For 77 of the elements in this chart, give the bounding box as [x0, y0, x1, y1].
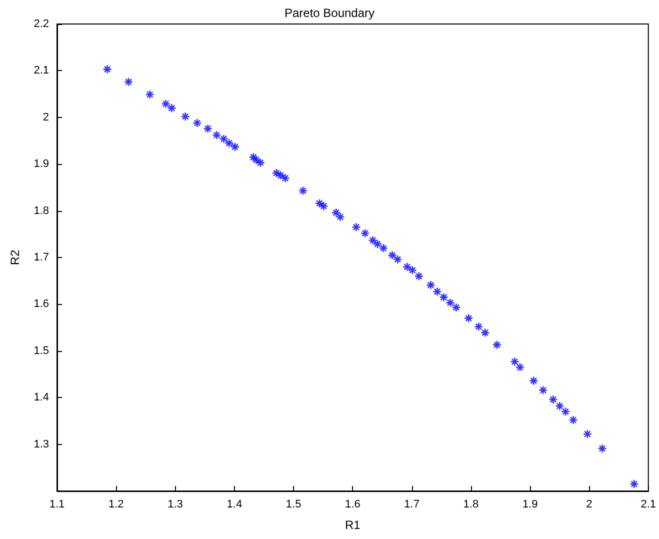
point [426, 280, 436, 290]
point [102, 64, 112, 74]
point [408, 265, 418, 275]
point [248, 152, 258, 162]
y-tick-label: 1.3 [34, 438, 49, 450]
y-tick-label: 2 [42, 111, 49, 124]
point [180, 112, 190, 122]
point [492, 340, 502, 350]
point [319, 201, 328, 211]
point [161, 99, 170, 109]
point [515, 362, 525, 372]
point [124, 77, 134, 87]
point [464, 314, 474, 323]
x-tick-label: 2 [586, 498, 592, 510]
x-tick-label: 1.4 [226, 498, 242, 510]
point [414, 272, 424, 281]
point [219, 134, 228, 144]
y-tick-label: 1.4 [34, 392, 49, 404]
point [336, 212, 345, 222]
point [252, 155, 261, 165]
point [510, 356, 520, 366]
point [298, 186, 308, 196]
x-tick-label: 1.1 [49, 498, 65, 510]
point [224, 138, 234, 148]
point [388, 250, 397, 260]
point [280, 173, 290, 183]
point [474, 322, 484, 332]
y-tick-label: 2.1 [34, 64, 49, 77]
point [276, 170, 286, 180]
point [331, 208, 341, 218]
x-tick-label: 1.9 [522, 498, 538, 510]
point [256, 158, 266, 168]
x-tick-label: 2.1 [640, 498, 656, 510]
x-tick-label: 1.3 [168, 498, 183, 510]
point [378, 244, 388, 253]
point [392, 254, 402, 264]
y-tick-label: 2.2 [34, 18, 49, 30]
point [360, 228, 370, 238]
point [582, 429, 592, 439]
point [314, 198, 324, 208]
x-axis-title: R1 [345, 518, 361, 532]
chart-title: Pareto Boundary [284, 6, 375, 20]
y-tick-label: 1.5 [34, 344, 49, 357]
point [446, 298, 455, 308]
point [212, 130, 222, 140]
point [452, 302, 461, 312]
x-tick-label: 1.7 [404, 498, 420, 510]
point [372, 239, 382, 249]
y-tick-label: 1.7 [34, 252, 49, 264]
point [528, 376, 538, 386]
point [548, 394, 558, 404]
y-axis-title: R2 [8, 250, 22, 266]
point [439, 292, 448, 302]
point [598, 444, 607, 454]
point [480, 328, 490, 338]
x-tick-label: 1.6 [345, 498, 360, 510]
point [352, 222, 361, 232]
point [568, 415, 578, 425]
point [630, 479, 639, 489]
point [272, 168, 282, 178]
y-tick-label: 1.6 [34, 298, 49, 310]
point [555, 401, 564, 411]
point [145, 90, 154, 100]
point [230, 142, 240, 152]
y-tick-label: 1.8 [34, 204, 49, 217]
point [192, 118, 202, 128]
y-tick-label: 1.9 [34, 158, 49, 170]
point [402, 262, 412, 272]
x-tick-label: 1.5 [286, 498, 302, 510]
point [538, 385, 548, 395]
x-tick-label: 1.8 [463, 498, 479, 510]
point [560, 406, 570, 416]
point [203, 124, 212, 134]
point [167, 103, 176, 113]
point [368, 236, 378, 245]
point [432, 286, 442, 296]
x-tick-label: 1.2 [108, 498, 124, 510]
